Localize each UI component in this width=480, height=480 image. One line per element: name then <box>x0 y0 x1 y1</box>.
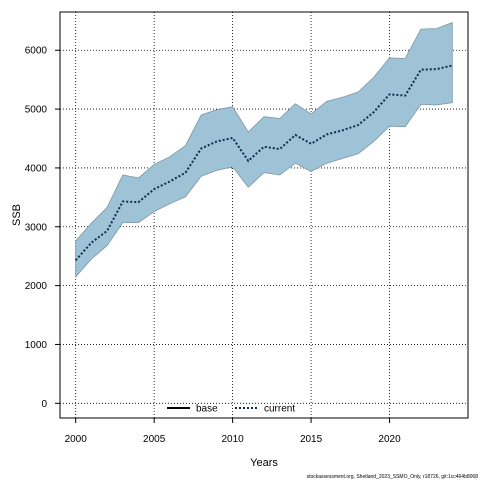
legend: base current <box>167 404 295 415</box>
y-tick-label-2000: 2000 <box>25 281 48 292</box>
x-tick-label-2000: 2000 <box>65 434 88 445</box>
footnote: stockassessment.org, Shetland_2023_SSMO_… <box>307 474 479 480</box>
x-tick-label-2020: 2020 <box>378 434 401 445</box>
ssb-confidence-band <box>75 22 453 278</box>
x-tick-label-2015: 2015 <box>300 434 323 445</box>
legend-current-label: current <box>264 404 295 415</box>
y-tick-label-5000: 5000 <box>25 105 48 116</box>
y-tick-label-6000: 6000 <box>25 46 48 57</box>
x-axis-title: Years <box>250 457 278 469</box>
y-tick-label-4000: 4000 <box>25 163 48 174</box>
legend-base-label: base <box>196 404 218 415</box>
y-tick-label-1000: 1000 <box>25 340 48 351</box>
plot-frame <box>59 11 469 419</box>
confidence-band <box>75 22 453 278</box>
x-tick-label-2005: 2005 <box>143 434 166 445</box>
y-tick-label-3000: 3000 <box>25 222 48 233</box>
y-axis-ticks: 0 1000 2000 3000 4000 5000 6000 <box>25 46 60 410</box>
y-tick-label-0: 0 <box>41 399 47 410</box>
x-tick-label-2010: 2010 <box>221 434 244 445</box>
x-axis-ticks: 2000 2005 2010 2015 2020 <box>65 418 401 445</box>
series-line-current <box>74 64 453 261</box>
series-lines <box>74 64 453 261</box>
y-axis-title: SSB <box>11 204 23 226</box>
